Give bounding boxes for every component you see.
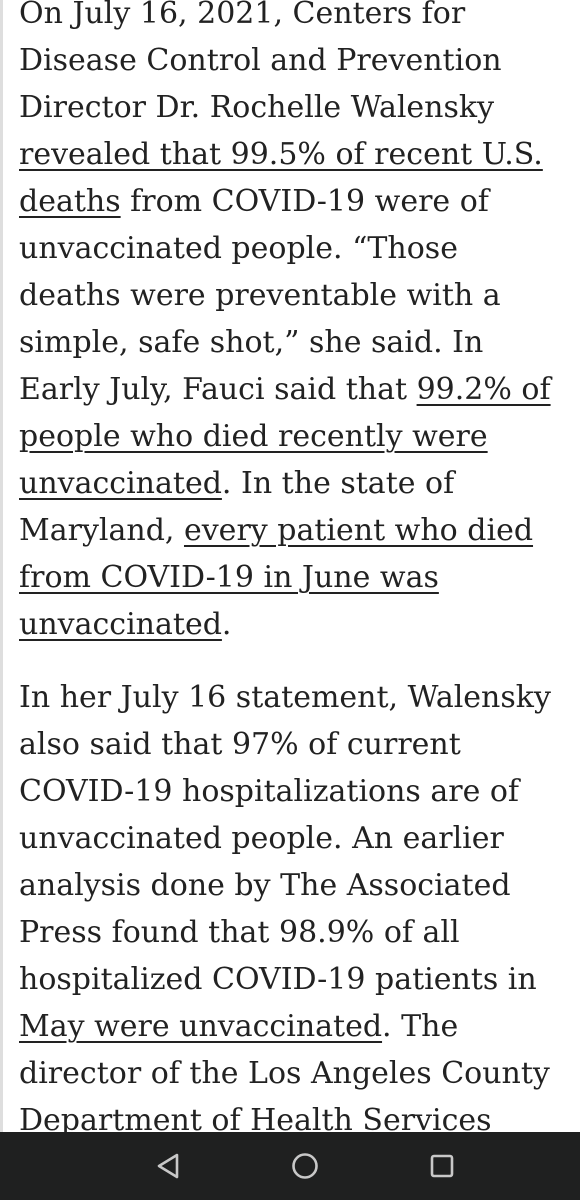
square-recents-icon (430, 1154, 454, 1178)
link-cdc-deaths[interactable]: revealed that 99.5% of recent U.S. death… (19, 137, 543, 219)
recents-button[interactable] (424, 1148, 460, 1184)
paragraph-1-text-1: On July 16, 2021, Centers for Disease Co… (19, 0, 502, 125)
paragraph-1: On July 16, 2021, Centers for Disease Co… (19, 0, 567, 648)
paragraph-1-text-3: . In the state of Maryland, (19, 466, 455, 548)
paragraph-1-text-2: from COVID-19 were of unvaccinated peopl… (19, 184, 501, 407)
triangle-back-icon (157, 1153, 179, 1179)
article-body[interactable]: On July 16, 2021, Centers for Disease Co… (19, 0, 567, 1132)
link-may-hospitalized[interactable]: May were unvaccinated (19, 1009, 383, 1044)
system-navigation-bar (0, 1132, 580, 1200)
paragraph-2-text-2: . The director of the Los Angeles County… (19, 1009, 550, 1132)
paragraph-1-text-4: . (221, 607, 232, 642)
paragraph-2-text-1: In her July 16 statement, Walensky also … (19, 680, 551, 997)
home-button[interactable] (287, 1148, 323, 1184)
paragraph-2: In her July 16 statement, Walensky also … (19, 674, 567, 1132)
circle-home-icon (292, 1153, 318, 1179)
back-button[interactable] (150, 1148, 186, 1184)
page-edge-shadow (0, 0, 3, 1132)
link-maryland-deaths[interactable]: every patient who died from COVID-19 in … (19, 513, 534, 642)
link-fauci-deaths[interactable]: 99.2% of people who died recently were u… (19, 372, 551, 501)
